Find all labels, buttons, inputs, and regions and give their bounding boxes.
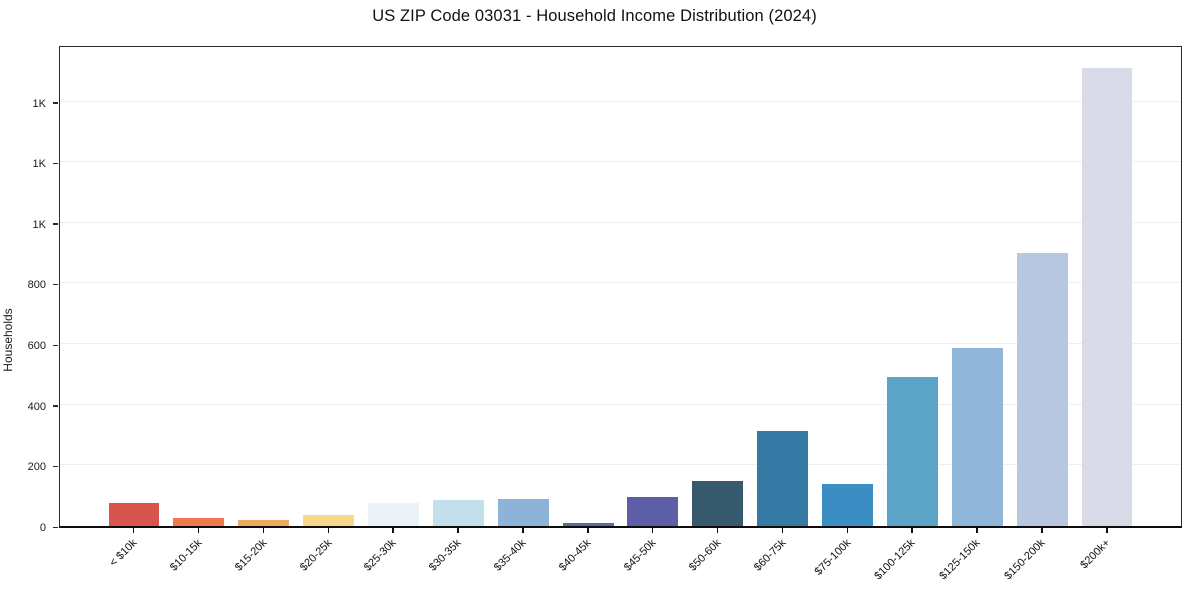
y-tick-mark bbox=[53, 283, 58, 286]
x-tick-mark bbox=[522, 528, 524, 533]
x-tick-mark bbox=[587, 528, 589, 533]
x-tick-mark bbox=[132, 528, 135, 533]
y-tick-label: 1K bbox=[32, 158, 46, 171]
x-tick-label: $150-200k bbox=[1002, 537, 1048, 583]
bar-25-30k bbox=[367, 503, 419, 526]
x-tick-label: $75-100k bbox=[812, 537, 854, 578]
y-tick-label: 800 bbox=[27, 279, 46, 292]
x-tick-label: < $10k bbox=[107, 537, 140, 570]
x-tick-label: $15-20k bbox=[232, 537, 270, 574]
grid-line bbox=[60, 100, 1181, 102]
bar-200k bbox=[1081, 68, 1133, 526]
x-tick-mark bbox=[846, 528, 849, 533]
grid-line bbox=[60, 464, 1181, 466]
x-tick-label: $35-40k bbox=[492, 537, 529, 574]
plot-area bbox=[59, 46, 1182, 528]
y-tick-mark bbox=[53, 405, 58, 407]
y-tick-label: 0 bbox=[39, 522, 46, 534]
bar-60-75k bbox=[757, 431, 809, 526]
x-tick-mark bbox=[716, 528, 719, 533]
y-tick-mark bbox=[53, 102, 58, 104]
y-tick-label: 400 bbox=[27, 400, 46, 413]
grid-line bbox=[60, 221, 1181, 223]
grid-line bbox=[60, 161, 1181, 163]
x-tick-label: $100-125k bbox=[872, 537, 918, 583]
bar-150-200k bbox=[1016, 253, 1068, 526]
grid-line bbox=[60, 343, 1181, 345]
y-tick-mark bbox=[53, 344, 58, 347]
y-tick-mark bbox=[53, 526, 58, 528]
y-axis-label: Households bbox=[1, 308, 15, 372]
x-tick-mark bbox=[976, 528, 978, 533]
x-tick-mark bbox=[262, 528, 265, 533]
bar-10k bbox=[108, 502, 160, 526]
bar-40-45k bbox=[562, 522, 614, 526]
bar-20-25k bbox=[303, 514, 355, 526]
x-tick-mark bbox=[781, 528, 784, 533]
x-tick-label: $200k+ bbox=[1078, 537, 1113, 572]
x-tick-label: $45-50k bbox=[621, 537, 659, 574]
y-tick-label: 600 bbox=[27, 340, 46, 353]
y-tick-label: 200 bbox=[27, 461, 46, 474]
x-tick-mark bbox=[457, 528, 459, 533]
x-tick-mark bbox=[392, 528, 394, 533]
x-tick-label: $25-30k bbox=[362, 537, 399, 574]
y-tick-mark bbox=[53, 223, 58, 225]
bar-10-15k bbox=[173, 517, 225, 526]
chart-title: US ZIP Code 03031 - Household Income Dis… bbox=[372, 7, 817, 25]
x-tick-label: $20-25k bbox=[297, 537, 335, 574]
x-tick-mark bbox=[197, 528, 200, 533]
grid-line bbox=[60, 403, 1181, 405]
x-tick-mark bbox=[1041, 528, 1043, 533]
x-tick-mark bbox=[1106, 528, 1108, 533]
x-tick-label: $40-45k bbox=[556, 537, 594, 574]
bar-45-50k bbox=[627, 497, 679, 526]
bar-35-40k bbox=[497, 498, 549, 526]
bar-15-20k bbox=[238, 519, 290, 526]
grid-line bbox=[60, 282, 1181, 284]
x-axis: < $10k $10-15k $15-20k $20-25k $25-30k $30-35… bbox=[59, 528, 1182, 590]
x-tick-label: $10-15k bbox=[167, 537, 205, 574]
x-tick-label: $50-60k bbox=[686, 537, 724, 574]
bar-50-60k bbox=[692, 481, 744, 526]
x-tick-label: $125-150k bbox=[937, 537, 983, 583]
y-tick-label: 1K bbox=[32, 97, 46, 110]
x-tick-mark bbox=[911, 528, 913, 533]
bar-75-100k bbox=[822, 484, 873, 526]
bar-100-125k bbox=[886, 376, 938, 526]
y-tick-mark bbox=[53, 465, 58, 468]
y-axis: Households 0 200 400 600 800 1K 1K 1K bbox=[0, 46, 59, 534]
x-tick-label: $60-75k bbox=[751, 537, 789, 574]
bar-30-35k bbox=[432, 500, 484, 526]
y-tick-mark bbox=[53, 162, 58, 165]
bar-125-150k bbox=[951, 347, 1003, 526]
x-tick-mark bbox=[651, 528, 654, 533]
x-tick-mark bbox=[327, 528, 330, 533]
y-tick-label: 1K bbox=[32, 218, 46, 231]
x-tick-label: $30-35k bbox=[427, 537, 464, 574]
